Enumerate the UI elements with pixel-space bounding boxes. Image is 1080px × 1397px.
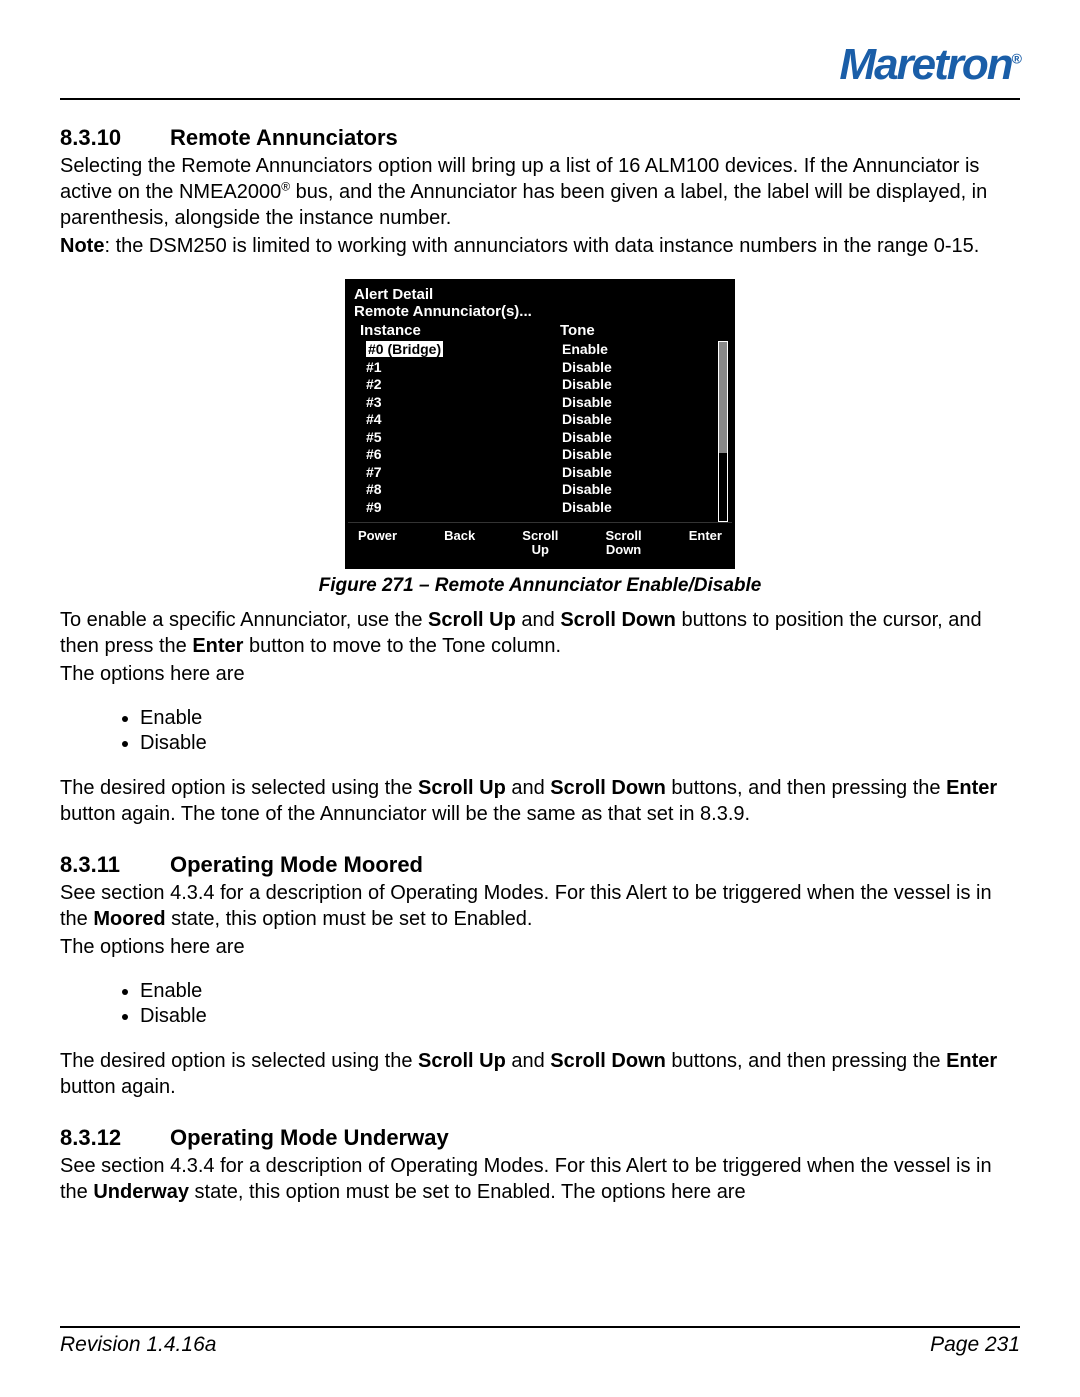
annunciator-row[interactable]: #0 (Bridge) Enable [348,341,732,359]
paragraph: See section 4.3.4 for a description of O… [60,880,1020,932]
tone-value: Disable [562,359,612,377]
paragraph: The desired option is selected using the… [60,1048,1020,1100]
tone-value: Disable [562,464,612,482]
annunciator-row[interactable]: #5 Disable [348,429,732,447]
options-intro: The options here are [60,661,1020,687]
instance-label: #5 [366,429,382,445]
tone-value: Disable [562,429,612,447]
softkey-scroll-down[interactable]: ScrollDown [606,529,642,558]
screen-softkeys: Power Back ScrollUp ScrollDown Enter [348,522,732,566]
screen-list: #0 (Bridge) Enable #1 Disable #2 Disable #3 Dis… [348,341,732,522]
annunciator-row[interactable]: #9 Disable [348,499,732,517]
softkey-back[interactable]: Back [444,529,475,558]
section-heading-8-3-11: 8.3.11Operating Mode Moored [60,852,1020,878]
instance-label: #6 [366,446,382,462]
paragraph: See section 4.3.4 for a description of O… [60,1153,1020,1205]
page-header: Maretron® [60,40,1020,100]
instance-label: #8 [366,481,382,497]
brand-logo: Maretron® [839,40,1020,90]
screen-title: Alert Detail [348,282,732,303]
brand-name: Maretron [839,40,1011,89]
section-num: 8.3.12 [60,1125,170,1151]
instance-label: #7 [366,464,382,480]
scrollbar[interactable] [718,341,728,522]
scrollbar-thumb[interactable] [719,342,727,453]
annunciator-row[interactable]: #1 Disable [348,359,732,377]
options-list: Enable Disable [140,707,1020,755]
device-screen: Alert Detail Remote Annunciator(s)... In… [345,279,735,569]
annunciator-row[interactable]: #8 Disable [348,481,732,499]
instance-label: #4 [366,411,382,427]
instance-label: #0 (Bridge) [366,341,443,357]
section-num: 8.3.11 [60,852,170,878]
tone-value: Disable [562,411,612,429]
figure-271: Alert Detail Remote Annunciator(s)... In… [60,279,1020,597]
tone-value: Disable [562,499,612,517]
option-disable: Disable [140,1005,1020,1028]
option-enable: Enable [140,980,1020,1003]
col-tone: Tone [560,322,595,339]
tone-value: Disable [562,481,612,499]
section-title: Remote Annunciators [170,125,398,150]
instance-label: #9 [366,499,382,515]
annunciator-row[interactable]: #3 Disable [348,394,732,412]
note-label: Note [60,235,104,257]
annunciator-row[interactable]: #2 Disable [348,376,732,394]
section-num: 8.3.10 [60,125,170,151]
brand-reg: ® [1012,50,1020,66]
section-title: Operating Mode Underway [170,1125,449,1150]
tone-value: Disable [562,376,612,394]
softkey-power[interactable]: Power [358,529,397,558]
screen-column-headers: Instance Tone [348,322,732,341]
options-intro: The options here are [60,934,1020,960]
annunciator-row[interactable]: #6 Disable [348,446,732,464]
instance-label: #2 [366,376,382,392]
option-enable: Enable [140,707,1020,730]
options-list: Enable Disable [140,980,1020,1028]
annunciator-row[interactable]: #7 Disable [348,464,732,482]
figure-caption: Figure 271 – Remote Annunciator Enable/D… [60,575,1020,597]
tone-value: Disable [562,446,612,464]
page-footer: Revision 1.4.16a Page 231 [60,1326,1020,1357]
footer-page: Page 231 [930,1333,1020,1357]
softkey-enter[interactable]: Enter [689,529,722,558]
col-instance: Instance [360,322,560,339]
option-disable: Disable [140,732,1020,755]
instance-label: #3 [366,394,382,410]
annunciator-row[interactable]: #4 Disable [348,411,732,429]
tone-value: Enable [562,341,608,359]
paragraph-note: Note: the DSM250 is limited to working w… [60,233,1020,259]
section-title: Operating Mode Moored [170,852,423,877]
tone-value: Disable [562,394,612,412]
section-heading-8-3-10: 8.3.10Remote Annunciators [60,125,1020,151]
paragraph: The desired option is selected using the… [60,775,1020,827]
instance-label: #1 [366,359,382,375]
footer-revision: Revision 1.4.16a [60,1333,216,1357]
paragraph: To enable a specific Annunciator, use th… [60,607,1020,659]
softkey-scroll-up[interactable]: ScrollUp [522,529,558,558]
screen-subtitle: Remote Annunciator(s)... [348,303,732,322]
paragraph: Selecting the Remote Annunciators option… [60,153,1020,231]
section-heading-8-3-12: 8.3.12Operating Mode Underway [60,1125,1020,1151]
